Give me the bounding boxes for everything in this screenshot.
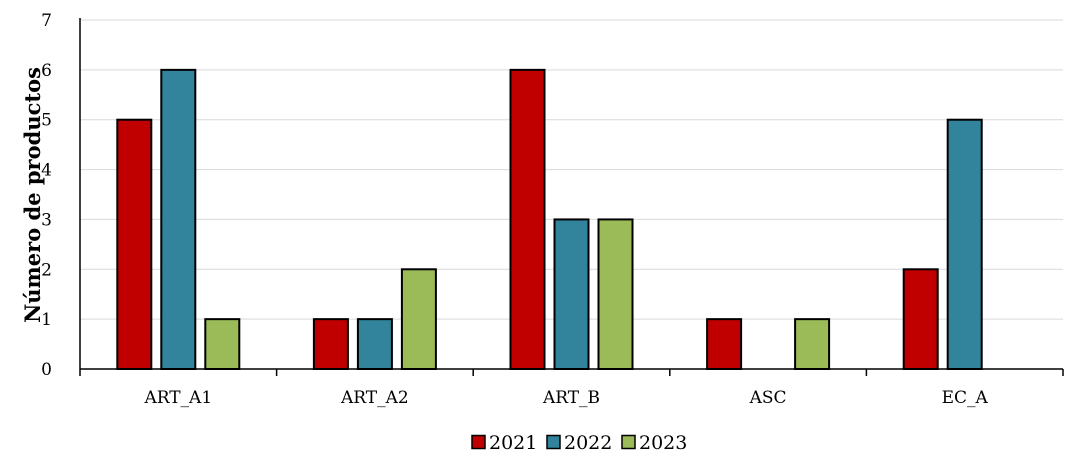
bar-2022-art_b bbox=[553, 218, 590, 370]
y-tick-label: 2 bbox=[41, 260, 52, 280]
legend-swatch-2022 bbox=[546, 434, 561, 450]
bar-2022-art_a2 bbox=[356, 318, 393, 370]
bar-2023-art_b bbox=[597, 218, 634, 370]
bar-2023-art_a2 bbox=[400, 268, 437, 370]
legend-swatch-2021 bbox=[471, 434, 486, 450]
bar-2021-asc bbox=[706, 318, 743, 370]
legend-swatch-2023 bbox=[621, 434, 636, 450]
legend-label: 2021 bbox=[489, 432, 537, 454]
bar-2022-ec_a bbox=[946, 118, 983, 371]
bar-2021-ec_a bbox=[902, 268, 939, 370]
y-tick-label: 6 bbox=[41, 61, 52, 81]
y-tick-label: 7 bbox=[41, 11, 52, 31]
bar-2021-art_b bbox=[509, 68, 546, 370]
x-category-label: EC_A bbox=[942, 388, 989, 408]
legend: 2021 2022 2023 bbox=[471, 432, 687, 454]
legend-label: 2023 bbox=[639, 432, 687, 454]
y-axis-label: Número de productos bbox=[20, 67, 45, 323]
x-category-label: ART_B bbox=[542, 388, 600, 408]
y-tick-label: 5 bbox=[41, 111, 52, 131]
x-category-label: ART_A1 bbox=[143, 388, 212, 408]
y-tick-label: 3 bbox=[41, 210, 52, 230]
x-category-label: ASC bbox=[749, 388, 787, 408]
bar-2021-art_a1 bbox=[116, 118, 153, 371]
legend-label: 2022 bbox=[564, 432, 612, 454]
x-category-label: ART_A2 bbox=[340, 388, 409, 408]
bar-2022-art_a1 bbox=[160, 68, 197, 370]
y-tick-label: 1 bbox=[41, 310, 52, 330]
bar-2023-asc bbox=[794, 318, 831, 370]
bar-2023-art_a1 bbox=[204, 318, 241, 370]
labels: 0 1 2 3 4 5 6 7 ART_A1 ART_A2 ART_B ASC EC_A bbox=[41, 11, 988, 408]
y-tick-label: 4 bbox=[41, 161, 52, 181]
y-tick-label: 0 bbox=[41, 360, 52, 380]
axes bbox=[79, 18, 1064, 376]
bar-2021-art_a2 bbox=[312, 318, 349, 370]
